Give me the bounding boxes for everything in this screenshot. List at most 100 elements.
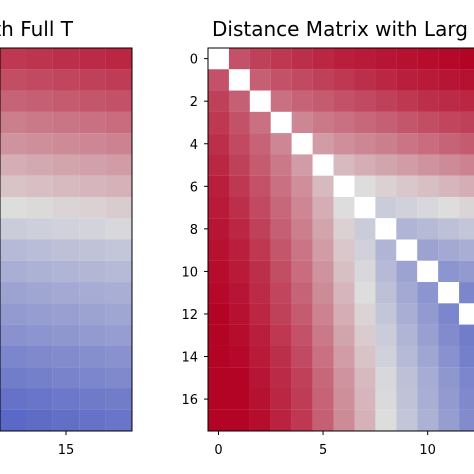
heatmap-1-cell-r16-c9 — [396, 388, 418, 410]
heatmap-1-cell-r4-c10 — [417, 133, 439, 155]
heatmap-1-cell-r9-c9 — [396, 239, 418, 261]
heatmap-0-cell-r0-c17 — [105, 48, 133, 70]
heatmap-1-cell-r4-c1 — [228, 133, 250, 155]
heatmap-0-cell-r3-c14 — [26, 111, 53, 134]
heatmap-0-cell-r17-c17 — [105, 409, 133, 432]
heatmap-1-cell-r5-c9 — [396, 154, 418, 176]
heatmap-1-cell-r13-c0 — [208, 324, 229, 346]
heatmap-1-cell-r6-c5 — [312, 175, 334, 198]
heatmap-1-cell-r0-c2 — [249, 48, 271, 70]
heatmap-1-cell-r2-c10 — [417, 90, 439, 112]
heatmap-1-cell-r1-c3 — [270, 69, 292, 91]
heatmap-1-cell-r14-c2 — [249, 345, 271, 368]
heatmap-1-cell-r9-c11 — [438, 239, 460, 261]
heatmap-1-cell-r10-c2 — [249, 260, 271, 283]
heatmap-1-cell-r10-c4 — [291, 260, 313, 283]
heatmap-1-cell-r13-c7 — [354, 324, 376, 346]
heatmap-0-cell-r14-c17 — [105, 345, 133, 368]
heatmap-1-cell-r12-c9 — [396, 303, 418, 325]
heatmap-1-cell-r5-c7 — [354, 154, 376, 176]
heatmap-0-cell-r10-c16 — [79, 260, 106, 283]
heatmap-1-cell-r9-c5 — [312, 239, 334, 261]
heatmap-0-cell-r15-c15 — [52, 367, 80, 389]
heatmap-1-cell-r11-c10 — [417, 282, 439, 304]
heatmap-1-cell-r9-c6 — [333, 239, 355, 261]
heatmap-1-x-tick-label-10: 10 — [419, 443, 436, 458]
heatmap-0-cell-r9-c14 — [26, 239, 53, 261]
heatmap-1-cell-r0-c10 — [417, 48, 439, 70]
heatmap-0-cell-r8-c14 — [26, 218, 53, 240]
heatmap-1-cell-r11-c11 — [438, 282, 460, 304]
heatmap-1-cell-r12-c11 — [438, 303, 460, 325]
heatmap-0-cell-r13-c14 — [26, 324, 53, 346]
heatmap-1-y-tick-label-4: 4 — [190, 138, 198, 153]
heatmap-1-cell-r13-c5 — [312, 324, 334, 346]
heatmap-0-cell-r8-c15 — [52, 218, 80, 240]
heatmap-1-cell-r17-c11 — [438, 409, 460, 432]
heatmap-1-cell-r11-c9 — [396, 282, 418, 304]
heatmap-1-cell-r14-c7 — [354, 345, 376, 368]
heatmap-0-cell-r5-c17 — [105, 154, 133, 176]
heatmap-1-cell-r7-c8 — [375, 196, 397, 219]
heatmap-1-cell-r2-c5 — [312, 90, 334, 112]
heatmap-1-cell-r3-c0 — [208, 111, 229, 134]
heatmap-0-cell-r7-c16 — [79, 196, 106, 219]
heatmap-1-cell-r12-c5 — [312, 303, 334, 325]
heatmap-1-cell-r3-c10 — [417, 111, 439, 134]
heatmap-1-y-tick-label-16: 16 — [181, 393, 198, 408]
heatmap-1-cell-r17-c12 — [459, 409, 474, 432]
heatmap-1-cell-r10-c8 — [375, 260, 397, 283]
heatmap-1-cell-r5-c8 — [375, 154, 397, 176]
heatmap-1-cell-r5-c2 — [249, 154, 271, 176]
heatmap-1-cell-r10-c5 — [312, 260, 334, 283]
heatmap-1-cell-r15-c6 — [333, 367, 355, 389]
heatmap-0-cell-r2-c15 — [52, 90, 80, 112]
heatmap-1-cell-r2-c8 — [375, 90, 397, 112]
heatmap-1-cell-r0-c7 — [354, 48, 376, 70]
heatmap-1-cell-r10-c7 — [354, 260, 376, 283]
heatmap-1-cell-r8-c12 — [459, 218, 474, 240]
heatmap-0-cell-r2-c13 — [0, 90, 27, 112]
heatmap-1-cell-r4-c11 — [438, 133, 460, 155]
heatmap-1-cell-r3-c11 — [438, 111, 460, 134]
heatmap-1-cell-r5-c4 — [291, 154, 313, 176]
heatmap-0-cell-r14-c13 — [0, 345, 27, 368]
heatmap-1-frame — [207, 47, 474, 432]
heatmap-1-cell-r8-c6 — [333, 218, 355, 240]
heatmap-0-cell-r3-c16 — [79, 111, 106, 134]
heatmap-1-cell-r15-c3 — [270, 367, 292, 389]
heatmap-1-cell-r5-c6 — [333, 154, 355, 176]
heatmap-1-cell-r14-c9 — [396, 345, 418, 368]
heatmap-0-cell-r12-c16 — [79, 303, 106, 325]
heatmap-1-cell-r4-c5 — [312, 133, 334, 155]
heatmap-1-y-tick-label-6: 6 — [190, 180, 198, 195]
heatmap-1-cell-r6-c0 — [208, 175, 229, 198]
heatmap-1-cell-r5-c0 — [208, 154, 229, 176]
heatmap-1-cell-r1-c1 — [228, 69, 250, 91]
heatmap-1-cell-r11-c3 — [270, 282, 292, 304]
heatmap-1-cell-r14-c0 — [208, 345, 229, 368]
heatmap-1-cell-r14-c6 — [333, 345, 355, 368]
heatmap-1-cell-r12-c12 — [459, 303, 474, 325]
heatmap-1-cell-r12-c3 — [270, 303, 292, 325]
heatmap-1-cell-r13-c9 — [396, 324, 418, 346]
heatmap-0-cell-r8-c17 — [105, 218, 133, 240]
heatmap-1-cell-r13-c12 — [459, 324, 474, 346]
heatmap-1-cell-r7-c0 — [208, 196, 229, 219]
heatmap-0-cell-r10-c17 — [105, 260, 133, 283]
heatmap-1-cell-r3-c1 — [228, 111, 250, 134]
heatmap-0-cell-r14-c15 — [52, 345, 80, 368]
heatmap-1-y-tick-label-2: 2 — [190, 95, 198, 110]
heatmap-1-cell-r9-c12 — [459, 239, 474, 261]
heatmap-1-cell-r5-c11 — [438, 154, 460, 176]
heatmap-0-cell-r14-c16 — [79, 345, 106, 368]
heatmap-1-cell-r3-c4 — [291, 111, 313, 134]
heatmap-1-cell-r6-c6 — [333, 175, 355, 198]
heatmap-1-cell-r17-c7 — [354, 409, 376, 432]
heatmap-1-cell-r13-c4 — [291, 324, 313, 346]
heatmap-1-cell-r16-c12 — [459, 388, 474, 410]
heatmap-1-cell-r10-c10 — [417, 260, 439, 283]
heatmap-0-cell-r16-c16 — [79, 388, 106, 410]
heatmap-0-cell-r9-c17 — [105, 239, 133, 261]
